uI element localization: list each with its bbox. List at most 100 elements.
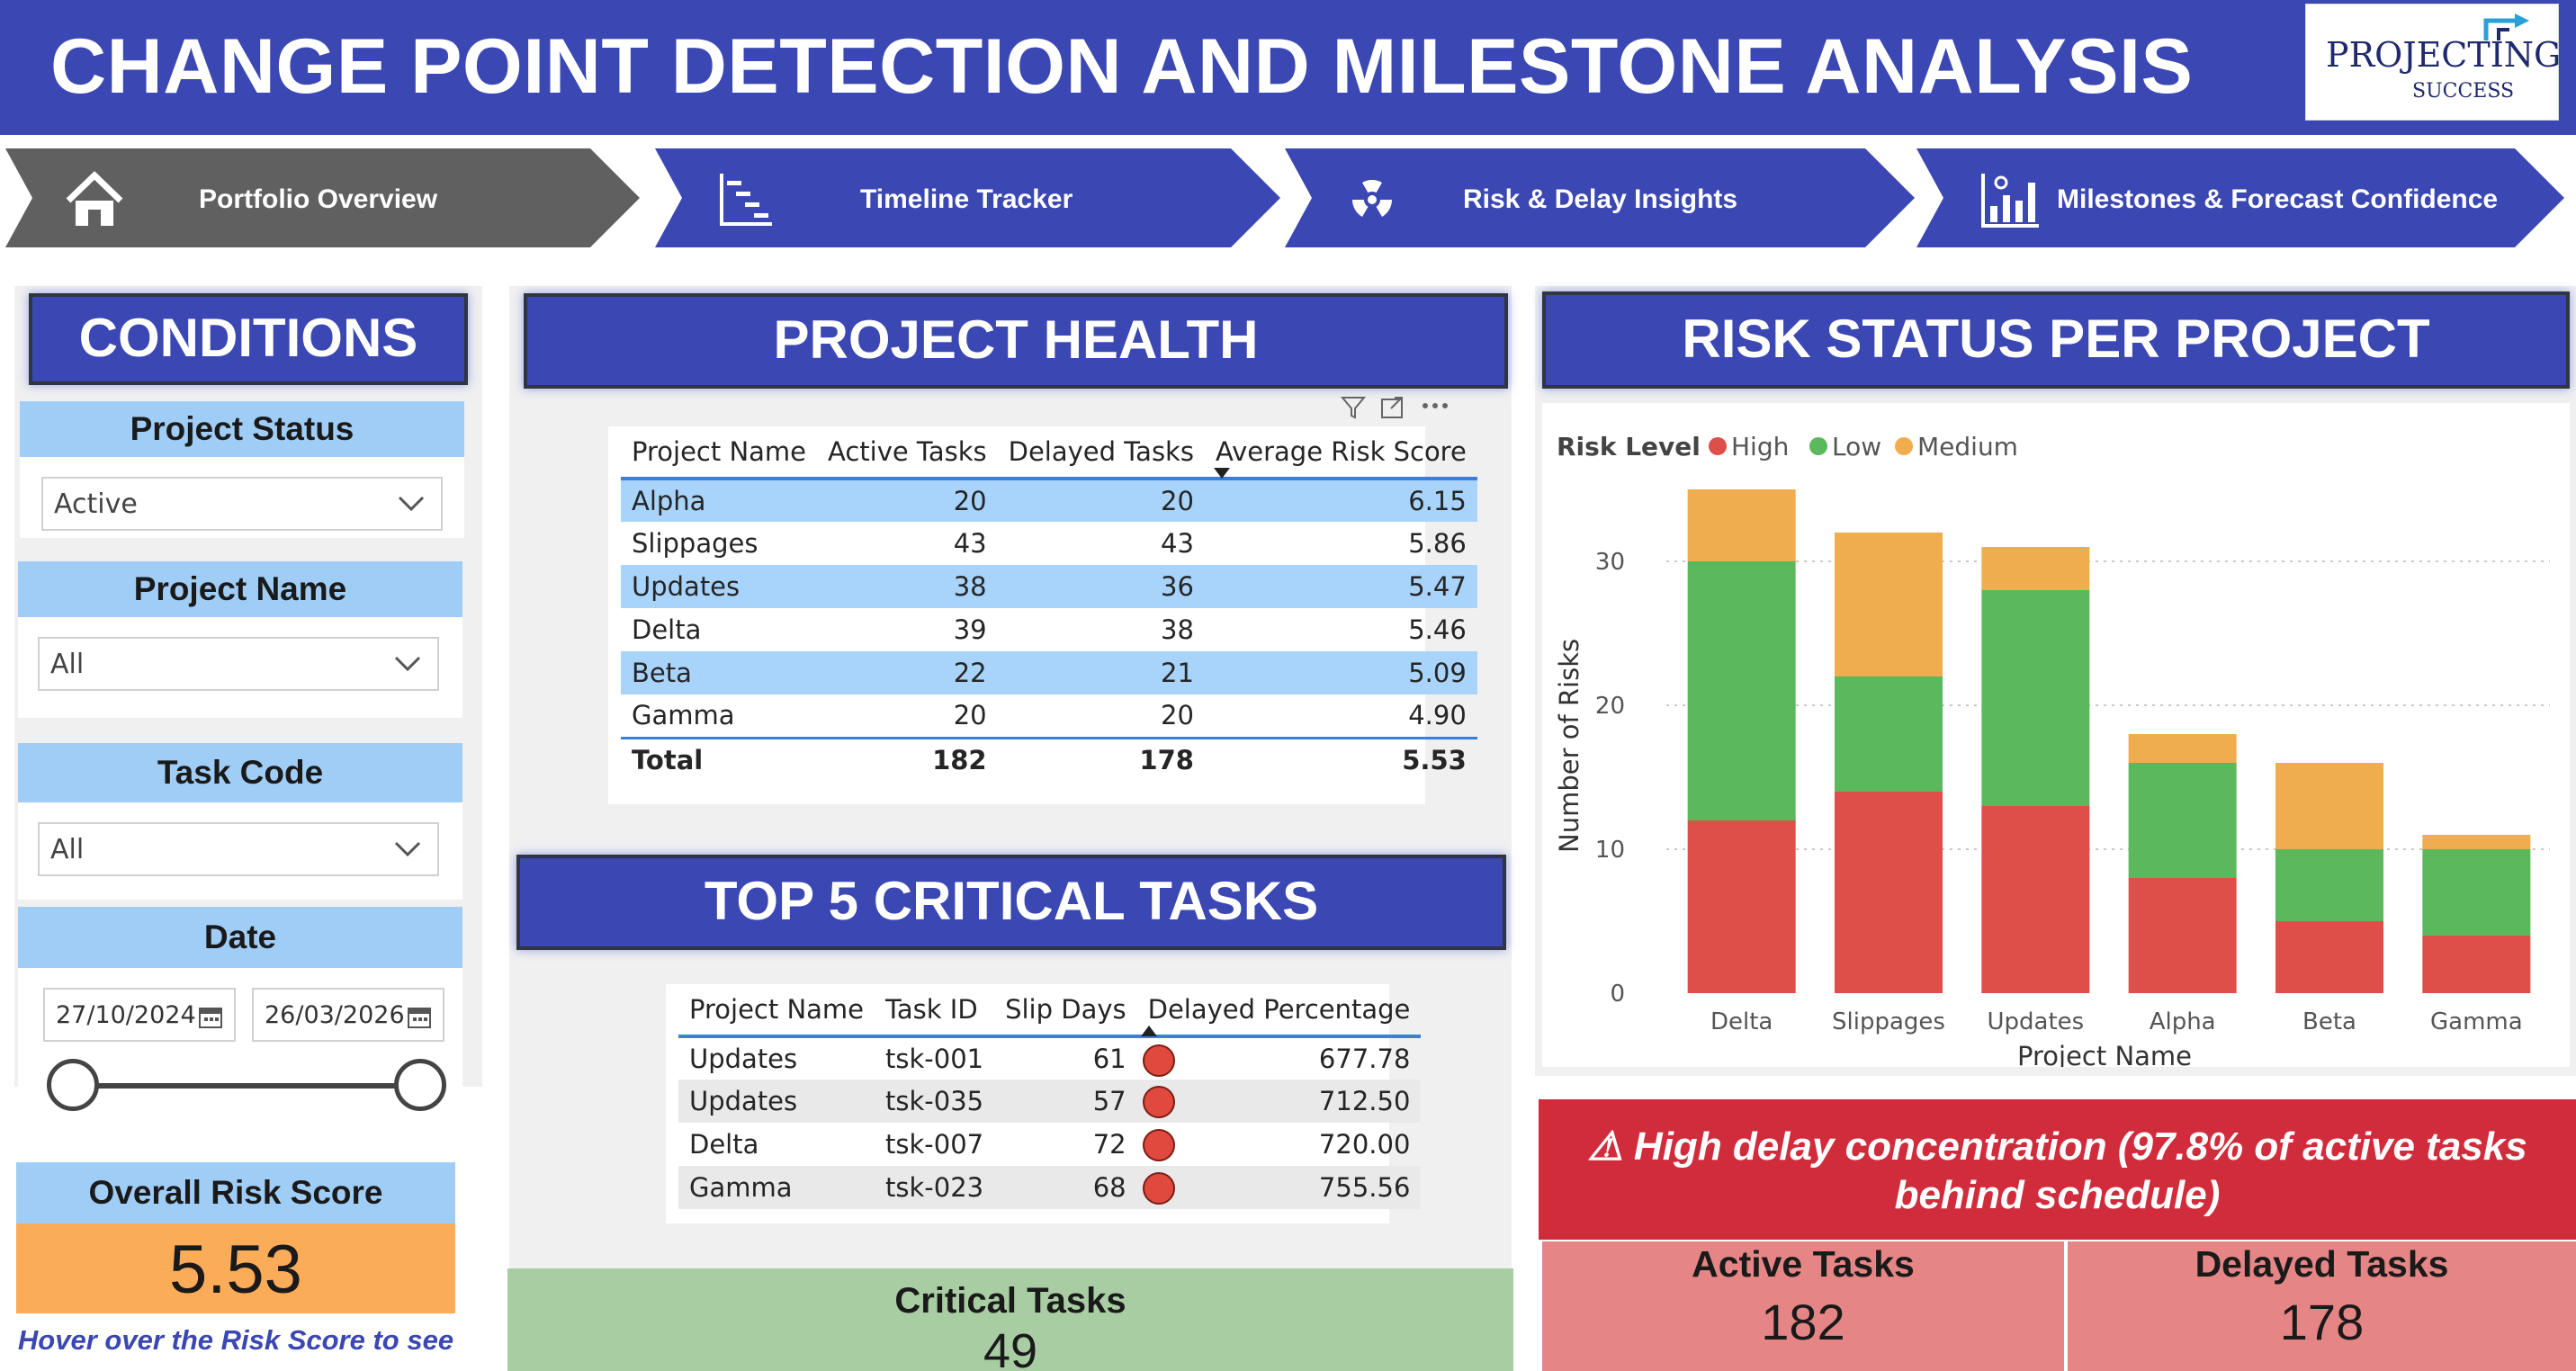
home-icon — [66, 171, 123, 226]
table-row[interactable]: Gamma tsk-023 68 755.56 — [678, 1166, 1422, 1209]
column-header-sorted[interactable]: Average Risk Score — [1205, 426, 1477, 479]
table-row[interactable]: Gamma 20 20 4.90 — [621, 694, 1477, 738]
column-header[interactable]: Slip Days — [1005, 994, 1126, 1025]
bar-segment[interactable] — [2128, 734, 2237, 763]
nav-arrow-shape — [655, 148, 1280, 247]
overall-risk-value[interactable]: 5.53 — [16, 1223, 455, 1313]
project-status-label: Project Status — [20, 401, 464, 457]
header-bar — [0, 0, 2576, 135]
bar-segment[interactable] — [1687, 561, 1796, 820]
column-header[interactable]: Active Tasks — [828, 436, 987, 467]
nav-milestones-forecast[interactable]: Milestones & Forecast Confidence — [1916, 148, 2564, 247]
x-tick-label: Beta — [2302, 1008, 2356, 1035]
status-indicator-icon — [1142, 1044, 1175, 1077]
table-row[interactable]: Updates tsk-035 57 712.50 — [678, 1080, 1422, 1123]
bar-segment[interactable] — [2275, 921, 2383, 993]
active-tasks-card: Active Tasks 182 — [1542, 1241, 2064, 1371]
project-name-cell: Delta — [689, 1129, 759, 1160]
table-row[interactable]: Delta 39 38 5.46 — [621, 608, 1477, 651]
y-tick-label: 0 — [1610, 981, 1625, 1008]
status-indicator-icon — [1142, 1129, 1175, 1161]
active-tasks-cell: 38 — [817, 565, 998, 608]
task-id-cell: tsk-001 — [885, 1044, 984, 1074]
project-health-table-container: Project Name Active Tasks Delayed Tasks … — [608, 426, 1477, 804]
bar-segment[interactable] — [1981, 547, 2090, 590]
bar-segment[interactable] — [1981, 806, 2090, 993]
page-title: CHANGE POINT DETECTION AND MILESTONE ANA… — [50, 23, 2194, 110]
delayed-percentage-value: 677.78 — [1318, 1044, 1411, 1074]
table-row[interactable]: Alpha 20 20 6.15 — [621, 479, 1477, 522]
bar-segment[interactable] — [1835, 533, 1943, 677]
bar-segment[interactable] — [2128, 763, 2237, 878]
table-row[interactable]: Beta 22 21 5.09 — [621, 651, 1477, 694]
risk-score-cell: 4.90 — [1408, 700, 1467, 731]
total-delayed: 178 — [1139, 744, 1194, 775]
date-label: Date — [18, 907, 462, 968]
filter-icon[interactable] — [1341, 396, 1366, 419]
more-options-icon[interactable] — [1422, 401, 1449, 410]
nav-label-milestones-forecast: Milestones & Forecast Confidence — [2057, 184, 2499, 214]
date-start-input[interactable]: 27/10/2024 — [43, 988, 236, 1042]
project-name-cell: Slippages — [632, 528, 758, 559]
nav-risk-delay-insights[interactable]: Risk & Delay Insights — [1285, 148, 1915, 247]
table-row[interactable]: Updates 38 36 5.47 — [621, 565, 1477, 608]
bar-segment[interactable] — [1835, 792, 1943, 993]
column-header[interactable]: Delayed Tasks — [1008, 436, 1194, 467]
risk-status-title: RISK STATUS PER PROJECT — [1542, 291, 2570, 389]
delayed-tasks-value: 178 — [2279, 1294, 2365, 1350]
column-header[interactable]: Project Name — [689, 994, 864, 1025]
nav-timeline-tracker[interactable]: Timeline Tracker — [655, 148, 1280, 247]
column-header[interactable]: Task ID — [885, 994, 978, 1025]
bar-segment[interactable] — [2422, 835, 2531, 849]
overall-risk-label: Overall Risk Score — [16, 1162, 455, 1223]
bar-segment[interactable] — [1687, 820, 1796, 993]
delayed-tasks-cell: 38 — [1161, 614, 1194, 645]
table-row[interactable]: Slippages 43 43 5.86 — [621, 522, 1477, 565]
bar-segment[interactable] — [2128, 878, 2237, 993]
focus-mode-icon[interactable] — [1380, 396, 1405, 419]
bar-segment[interactable] — [2422, 849, 2531, 936]
column-header[interactable]: Project Name — [632, 436, 806, 467]
critical-tasks-table: Project Name Task ID Slip Days Delayed P… — [678, 984, 1422, 1209]
project-name-cell: Delta — [632, 614, 702, 645]
slip-days-cell: 68 — [994, 1166, 1137, 1209]
legend-marker — [1809, 437, 1827, 455]
project-status-dropdown[interactable]: Active — [41, 477, 443, 531]
nav-portfolio-overview[interactable]: Portfolio Overview — [5, 148, 640, 247]
delayed-percentage-cell: 720.00 — [1137, 1123, 1422, 1166]
table-row[interactable]: Delta tsk-007 72 720.00 — [678, 1123, 1421, 1166]
task-id-cell: tsk-035 — [875, 1080, 995, 1123]
active-tasks-label: Active Tasks — [1692, 1243, 1915, 1285]
bar-segment[interactable] — [1687, 489, 1796, 561]
bar-segment[interactable] — [2275, 763, 2383, 849]
date-range-end-handle[interactable] — [394, 1059, 446, 1111]
column-header-sorted[interactable]: Delayed Percentage — [1137, 984, 1422, 1036]
date-range-start-handle[interactable] — [47, 1059, 99, 1111]
bar-segment[interactable] — [2422, 936, 2531, 993]
delayed-percentage-value: 712.50 — [1318, 1086, 1411, 1116]
sort-ascending-icon — [1140, 1026, 1157, 1036]
task-code-dropdown[interactable]: All — [38, 822, 439, 876]
project-name-value: All — [50, 648, 85, 680]
timeline-icon — [720, 174, 772, 226]
date-end-input[interactable]: 26/03/2026 — [252, 988, 444, 1042]
logo-arrow-icon — [2483, 13, 2529, 40]
nav-arrow-shape — [1916, 148, 2564, 247]
logo-text-sub: SUCCESS — [2412, 80, 2515, 103]
nav-arrow-shape — [1285, 148, 1915, 247]
table-row[interactable]: Updates tsk-001 61 677.78 — [678, 1036, 1421, 1080]
delayed-tasks-label: Delayed Tasks — [2195, 1243, 2449, 1285]
bar-segment[interactable] — [1981, 590, 2090, 806]
risk-score-cell: 5.46 — [1408, 614, 1467, 645]
bar-segment[interactable] — [1835, 677, 1943, 792]
legend-marker — [1709, 437, 1727, 455]
y-tick-label: 20 — [1595, 693, 1625, 720]
delayed-tasks-cell: 43 — [1161, 528, 1194, 559]
delayed-percentage-value: 755.56 — [1318, 1172, 1411, 1203]
date-range-track — [61, 1083, 416, 1089]
calendar-icon — [408, 1008, 431, 1028]
x-tick-label: Gamma — [2430, 1008, 2523, 1035]
calendar-icon — [199, 1008, 222, 1028]
bar-segment[interactable] — [2275, 849, 2383, 921]
project-name-dropdown[interactable]: All — [38, 637, 439, 691]
